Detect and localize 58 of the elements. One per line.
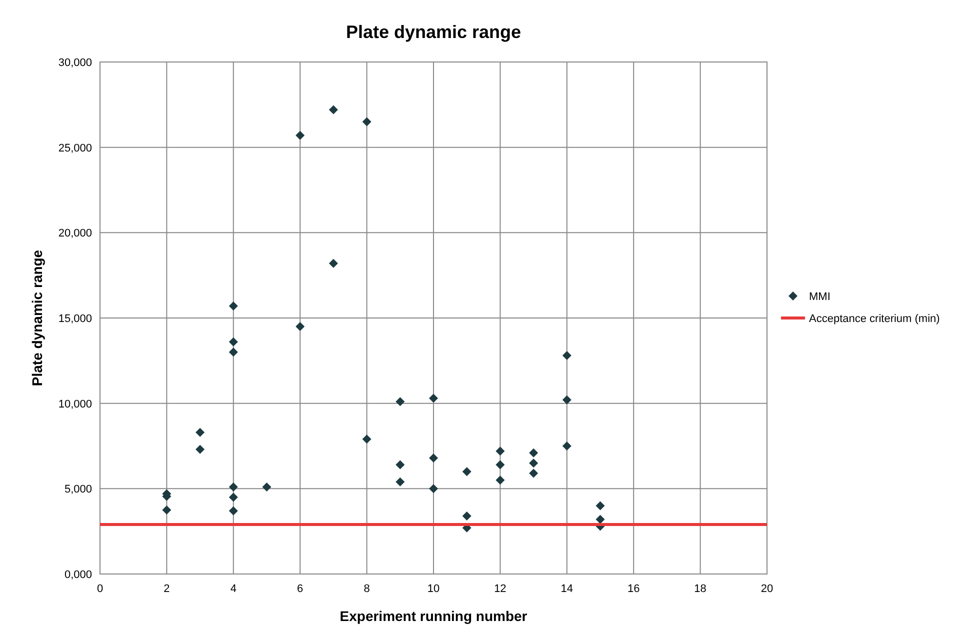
y-tick-label: 30,000 [58,57,92,69]
point [462,511,472,520]
point [496,476,505,485]
y-tick-label: 5,000 [64,484,92,496]
point [496,460,505,470]
point [228,337,238,346]
point [196,444,205,454]
y-tick-label: 15,000 [58,313,92,325]
x-tick-label: 16 [627,583,640,595]
x-tick-label: 6 [297,583,304,595]
x-tick-label: 12 [494,583,506,595]
point [429,394,438,403]
point [362,434,372,444]
x-tick-label: 20 [760,583,774,595]
point [362,117,372,126]
point [328,105,338,114]
point [396,460,405,470]
x-tick-label: 10 [427,583,440,595]
y-tick-label: 25,000 [58,142,92,154]
legend-label: MMI [809,291,830,303]
point [562,351,572,360]
x-tick-label: 4 [230,583,236,595]
x-tick-label: 8 [364,583,370,595]
point [262,482,272,492]
point [562,395,572,404]
x-tick-label: 18 [694,583,706,595]
point [596,514,605,524]
point [596,501,605,510]
point [228,302,238,311]
point [228,506,238,516]
point [228,348,238,357]
point [296,322,305,332]
y-tick-label: 10,000 [58,398,92,410]
x-axis-title: Experiment running number [340,608,528,624]
x-tick-label: 2 [164,583,170,595]
point [562,442,572,450]
point [228,482,238,492]
point [529,458,538,468]
point [462,467,472,476]
x-tick-label: 0 [96,583,104,595]
legend-label: Acceptance criterium (min) [809,313,940,325]
point [396,477,405,486]
y-axis-title: Plate dynamic range [29,250,45,386]
point [429,484,438,494]
point [196,428,205,437]
point [529,448,538,458]
point [396,397,405,406]
point [228,492,238,502]
y-tick-label: 20,000 [58,228,92,240]
point [529,468,538,478]
point [296,130,305,140]
point [162,506,172,514]
point [496,446,505,456]
chart-title: Plate dynamic range [346,22,522,42]
x-tick-label: 14 [560,583,574,595]
point [328,258,338,268]
point [429,453,438,462]
y-tick-label: 0,000 [64,569,92,581]
